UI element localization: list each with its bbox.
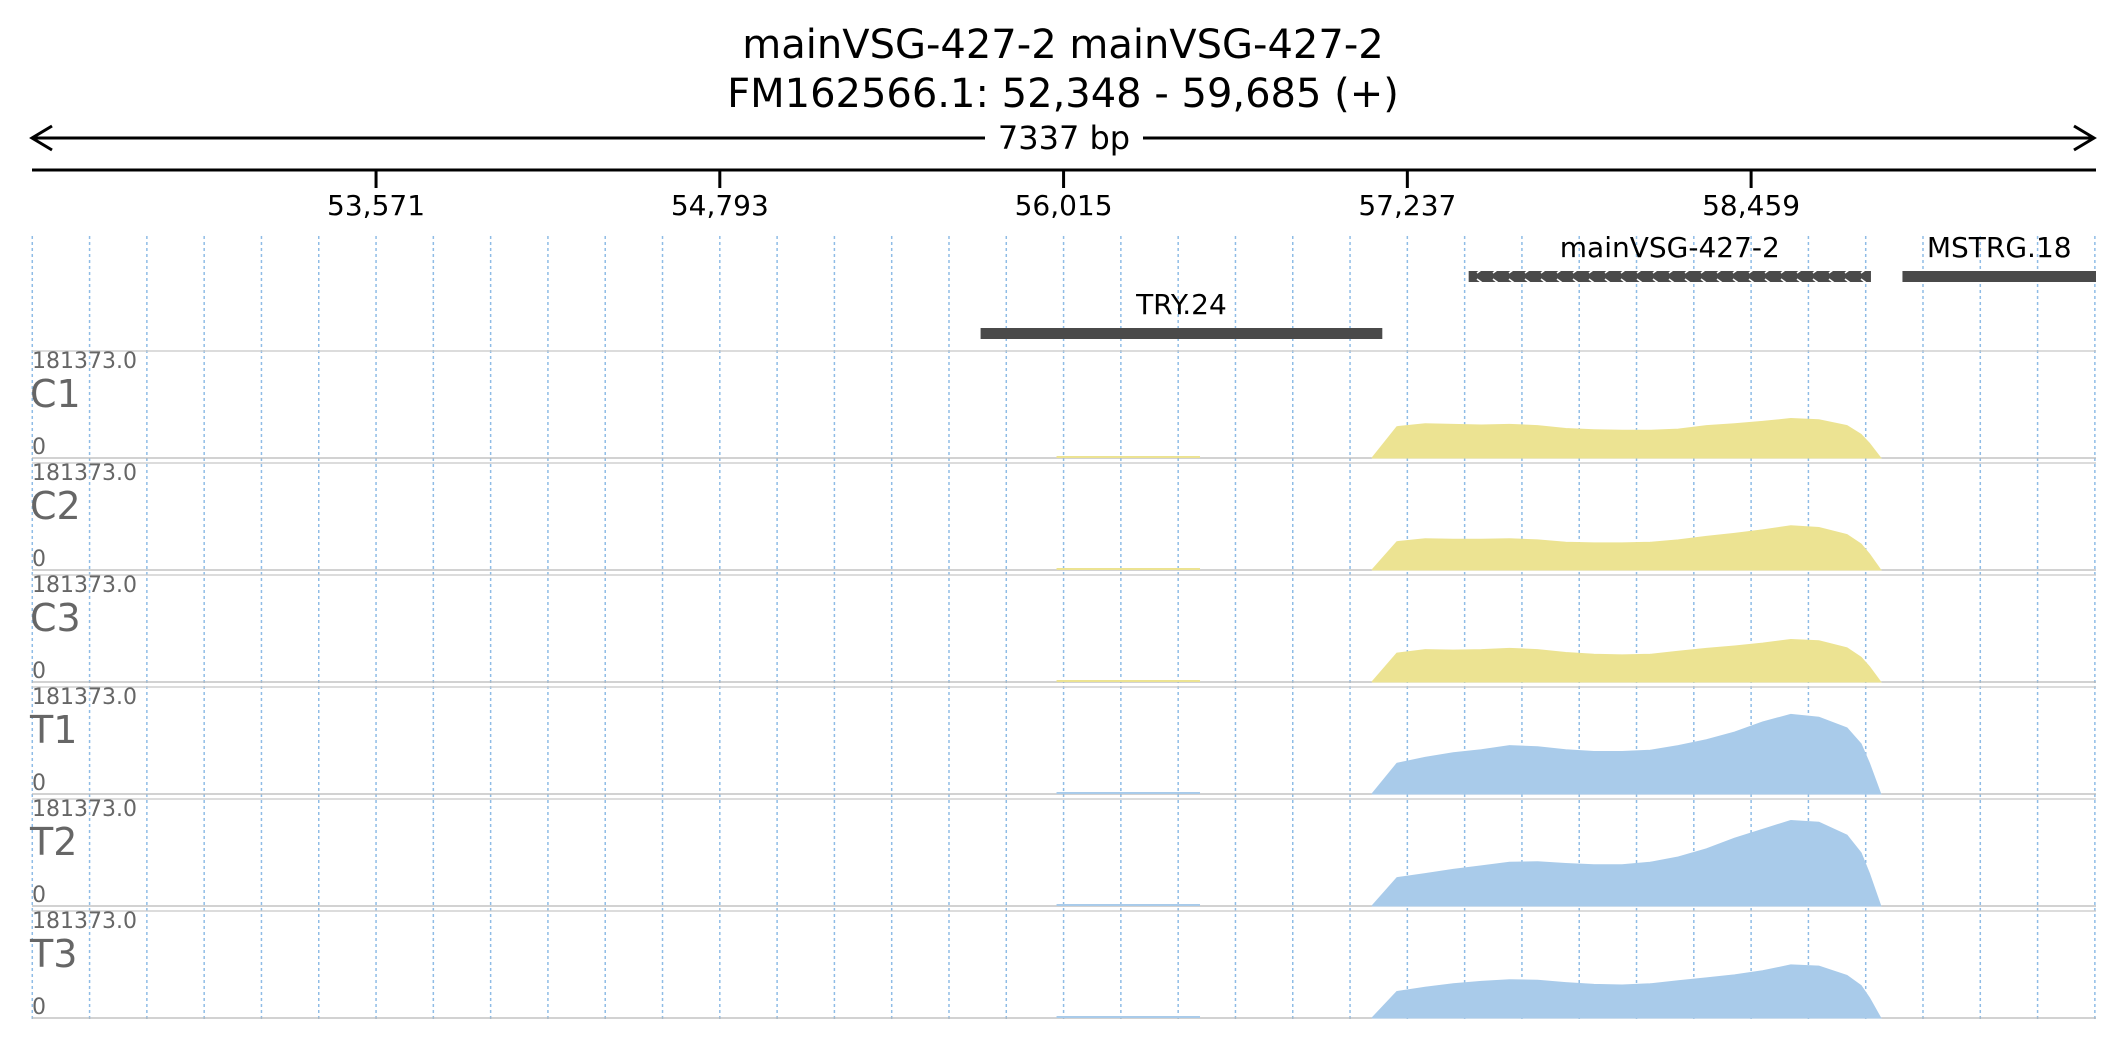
track-min-label: 0 <box>32 771 46 796</box>
track-max-label: 181373.0 <box>32 685 137 710</box>
track-max-label: 181373.0 <box>32 349 137 374</box>
coverage-area <box>1370 964 1882 1019</box>
coverage-area <box>1370 638 1882 683</box>
coverage-area <box>1370 525 1882 571</box>
track-max-label: 181373.0 <box>32 573 137 598</box>
vertical-grid <box>31 236 2096 1020</box>
coverage-track-t3: 181373.0T3 0 <box>29 909 2096 1020</box>
ruler-tick-label: 57,237 <box>1358 189 1456 222</box>
track-max-label: 181373.0 <box>32 461 137 486</box>
coordinate-ruler: 53,571 54,793 56,015 57,237 58,459 <box>32 168 2096 222</box>
feature-label: TRY.24 <box>1135 288 1227 321</box>
coverage-track-c2: 181373.0C2 0 <box>30 461 2096 572</box>
coverage-area <box>1370 819 1882 907</box>
coverage-track-c3: 181373.0C3 0 <box>30 573 2096 684</box>
track-name: T3 <box>29 932 77 976</box>
track-max-label: 181373.0 <box>32 909 137 934</box>
track-max-label: 181373.0 <box>32 797 137 822</box>
feature-label: mainVSG-427-2 <box>1560 231 1780 264</box>
gene-title: mainVSG-427-2 mainVSG-427-2 <box>742 22 1384 68</box>
track-min-label: 0 <box>32 659 46 684</box>
coverage-track-t2: 181373.0T2 0 <box>29 797 2096 908</box>
ruler-tick-label: 56,015 <box>1015 189 1113 222</box>
track-name: C3 <box>30 596 81 640</box>
span-length-label: 7337 bp <box>998 119 1130 157</box>
feature-bar <box>1902 271 2096 282</box>
coverage-track-t1: 181373.0T1 0 <box>29 685 2096 796</box>
feature-bar <box>980 328 1383 339</box>
coverage-area <box>1370 417 1882 459</box>
span-arrow: 7337 bp <box>29 119 2097 157</box>
feature-bar <box>1468 271 1871 282</box>
coverage-track-c1: 181373.0C1 0 <box>30 349 2096 460</box>
locus-label: FM162566.1: 52,348 - 59,685 (+) <box>727 71 1399 117</box>
track-min-label: 0 <box>32 435 46 460</box>
track-name: T1 <box>29 708 77 752</box>
feature-label: MSTRG.18 <box>1927 231 2072 264</box>
track-name: C1 <box>30 372 81 416</box>
track-name: C2 <box>30 484 81 528</box>
ruler-tick-label: 54,793 <box>671 189 769 222</box>
annotation-track: mainVSG-427-2 MSTRG.18 TRY.24 <box>980 231 2096 339</box>
coverage-area <box>1370 713 1882 795</box>
ruler-tick-label: 58,459 <box>1702 189 1800 222</box>
track-name: T2 <box>29 820 77 864</box>
track-min-label: 0 <box>32 883 46 908</box>
ruler-tick-label: 53,571 <box>327 189 425 222</box>
track-min-label: 0 <box>32 995 46 1020</box>
track-min-label: 0 <box>32 547 46 572</box>
coverage-tracks: 181373.0C10181373.0C20181373.0C30181373.… <box>29 349 2096 1020</box>
